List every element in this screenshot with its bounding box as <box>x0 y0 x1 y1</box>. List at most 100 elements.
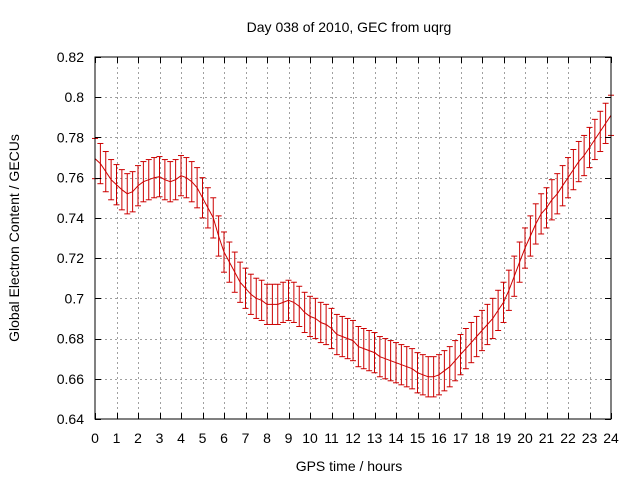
y-tick-label: 0.66 <box>57 371 84 387</box>
data-point <box>253 277 260 319</box>
data-point <box>419 354 426 396</box>
data-point <box>312 297 319 340</box>
data-point <box>565 157 571 199</box>
data-point <box>441 350 448 392</box>
x-tick-label: 23 <box>582 430 598 446</box>
x-tick-label: 9 <box>285 430 293 446</box>
data-point <box>591 118 598 161</box>
x-tick-label: 1 <box>113 430 121 446</box>
chart-title: Day 038 of 2010, GEC from uqrg <box>247 19 452 35</box>
data-point <box>307 295 313 338</box>
data-point <box>296 285 303 327</box>
x-tick-label: 19 <box>496 430 512 446</box>
x-tick-label: 3 <box>156 430 164 446</box>
data-point <box>204 187 211 229</box>
y-tick-label: 0.78 <box>57 129 84 145</box>
data-point <box>199 177 206 219</box>
data-point <box>581 134 588 177</box>
x-tick-label: 6 <box>220 430 228 446</box>
data-point <box>188 161 195 203</box>
data-point <box>602 102 609 144</box>
data-point <box>398 344 405 386</box>
y-axis-label: Global Electron Content / GECUs <box>6 134 22 342</box>
x-tick-label: 12 <box>345 430 361 446</box>
data-point <box>264 283 270 325</box>
x-tick-label: 20 <box>517 430 533 446</box>
data-point <box>575 140 582 183</box>
y-tick-label: 0.76 <box>57 170 84 186</box>
data-point <box>479 309 485 352</box>
data-point <box>559 165 566 207</box>
data-point <box>355 325 362 368</box>
data-point <box>522 227 528 269</box>
data-point <box>178 155 184 197</box>
data-point <box>350 319 356 362</box>
data-point <box>333 313 340 356</box>
data-point <box>409 348 416 390</box>
data-point <box>366 330 373 372</box>
data-point <box>145 159 152 201</box>
x-tick-label: 22 <box>560 430 576 446</box>
data-point <box>317 301 324 344</box>
x-tick-label: 13 <box>367 430 383 446</box>
series <box>92 94 614 398</box>
y-tick-label: 0.68 <box>57 331 84 347</box>
data-point <box>140 161 147 203</box>
data-point <box>387 340 394 382</box>
data-point <box>586 126 593 169</box>
x-tick-label: 4 <box>177 430 185 446</box>
x-axis-label: GPS time / hours <box>296 458 403 474</box>
data-point <box>124 173 131 215</box>
data-point <box>339 315 346 358</box>
data-point <box>151 157 158 199</box>
data-point <box>495 289 502 332</box>
y-tick-label: 0.82 <box>57 49 84 65</box>
y-tick-label: 0.74 <box>57 210 84 226</box>
data-point <box>489 297 496 340</box>
data-point <box>290 281 297 323</box>
data-point <box>194 167 201 209</box>
data-point <box>570 149 577 191</box>
x-tick-label: 10 <box>302 430 318 446</box>
data-point <box>430 356 437 398</box>
x-tick-label: 0 <box>91 430 99 446</box>
data-point <box>446 346 453 388</box>
x-tick-label: 15 <box>410 430 426 446</box>
data-point <box>393 342 399 384</box>
x-tick-label: 11 <box>324 430 339 446</box>
x-tick-label: 21 <box>539 430 555 446</box>
data-point <box>473 315 480 358</box>
data-point <box>403 346 410 388</box>
data-point <box>328 307 335 350</box>
data-point <box>247 273 254 315</box>
x-tick-label: 7 <box>242 430 250 446</box>
data-point <box>118 169 125 211</box>
data-point <box>301 291 308 334</box>
data-point <box>274 283 281 325</box>
data-point <box>554 173 561 215</box>
data-point <box>108 159 115 201</box>
data-point <box>414 352 421 394</box>
data-point <box>323 303 330 346</box>
y-tick-label: 0.7 <box>65 290 85 306</box>
data-point <box>97 142 104 185</box>
data-point <box>129 171 136 213</box>
data-point <box>237 261 244 303</box>
x-tick-label: 2 <box>134 430 142 446</box>
data-point <box>231 251 238 293</box>
data-point <box>102 151 109 193</box>
data-point <box>156 156 163 198</box>
data-point <box>505 269 512 311</box>
data-point <box>221 231 227 273</box>
data-point <box>425 356 432 398</box>
data-point <box>258 279 265 321</box>
data-point <box>543 187 550 229</box>
data-point <box>597 110 604 153</box>
grid <box>95 57 611 419</box>
data-point <box>226 241 233 283</box>
data-point <box>135 165 141 207</box>
data-point <box>500 281 507 323</box>
data-point <box>376 336 383 378</box>
x-tick-label: 24 <box>603 430 619 446</box>
x-tick-label: 16 <box>431 430 447 446</box>
